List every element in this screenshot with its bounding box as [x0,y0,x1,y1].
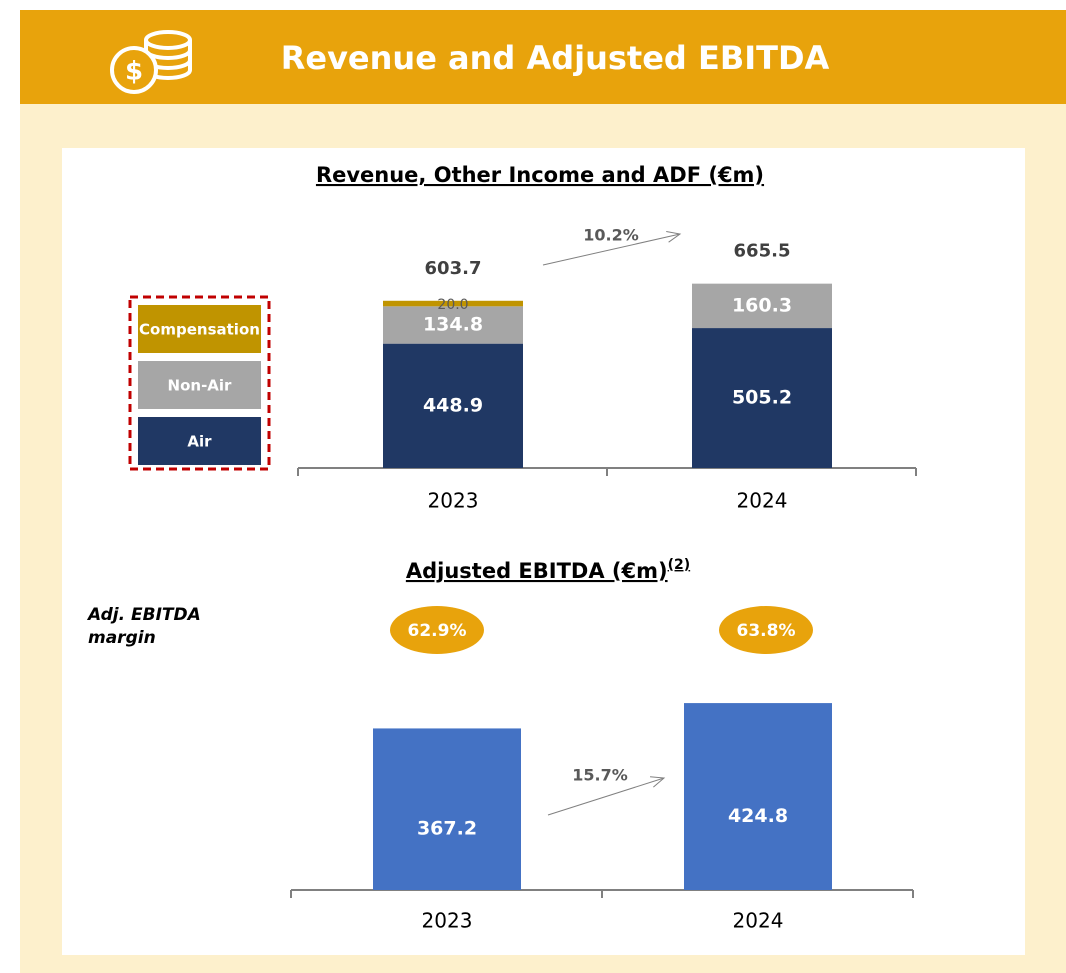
title-note: (2) [668,557,691,573]
chart-title: Adjusted EBITDA (€m)(2) [406,557,690,583]
x-tick-label: 2024 [737,489,788,513]
total-label: 665.5 [734,241,791,262]
header-title: Revenue and Adjusted EBITDA [281,39,830,77]
header-bar [20,10,1066,104]
panel [62,148,1025,955]
segment-label: 160.3 [732,294,792,316]
growth-arrow [542,233,681,266]
legend-label: Non-Air [168,377,233,395]
arrow-head [666,231,682,243]
coin-icon: $ [110,30,192,94]
growth-label: 10.2% [583,226,639,245]
legend-box [128,295,271,471]
x-tick-label: 2024 [733,909,784,933]
legend-label: Air [187,433,212,451]
bar-segment [383,343,523,468]
margin-badge [719,606,813,654]
x-tick-label: 2023 [428,489,479,513]
legend-swatch [138,417,261,465]
segment-label: 20.0 [437,297,468,313]
margin-value: 63.8% [737,621,796,641]
total-label: 603.7 [425,258,482,279]
growth-arrow [547,777,665,816]
margin-label: Adj. EBITDA margin [88,605,201,648]
segment-label: 448.9 [423,394,483,416]
bar-label: 424.8 [728,805,788,827]
arrow-head [650,776,666,788]
title-text: Adjusted EBITDA (€m) [406,559,668,583]
bar-label: 367.2 [417,818,477,840]
bar-segment [383,306,523,344]
x-tick-label: 2023 [422,909,473,933]
legend-swatch [138,305,261,353]
bar [684,703,832,890]
segment-label: 134.8 [423,313,483,335]
margin-badge [390,606,484,654]
margin-value: 62.9% [408,621,467,641]
legend-label: Compensation [139,321,260,339]
bar-segment [383,300,523,307]
bar-segment [692,328,832,468]
growth-label: 15.7% [572,766,628,785]
legend-swatch [138,361,261,409]
bar-segment [692,283,832,329]
segment-label: 505.2 [732,387,792,409]
bar [373,728,521,890]
svg-text:$: $ [125,57,143,87]
chart-title: Revenue, Other Income and ADF (€m) [316,163,764,187]
